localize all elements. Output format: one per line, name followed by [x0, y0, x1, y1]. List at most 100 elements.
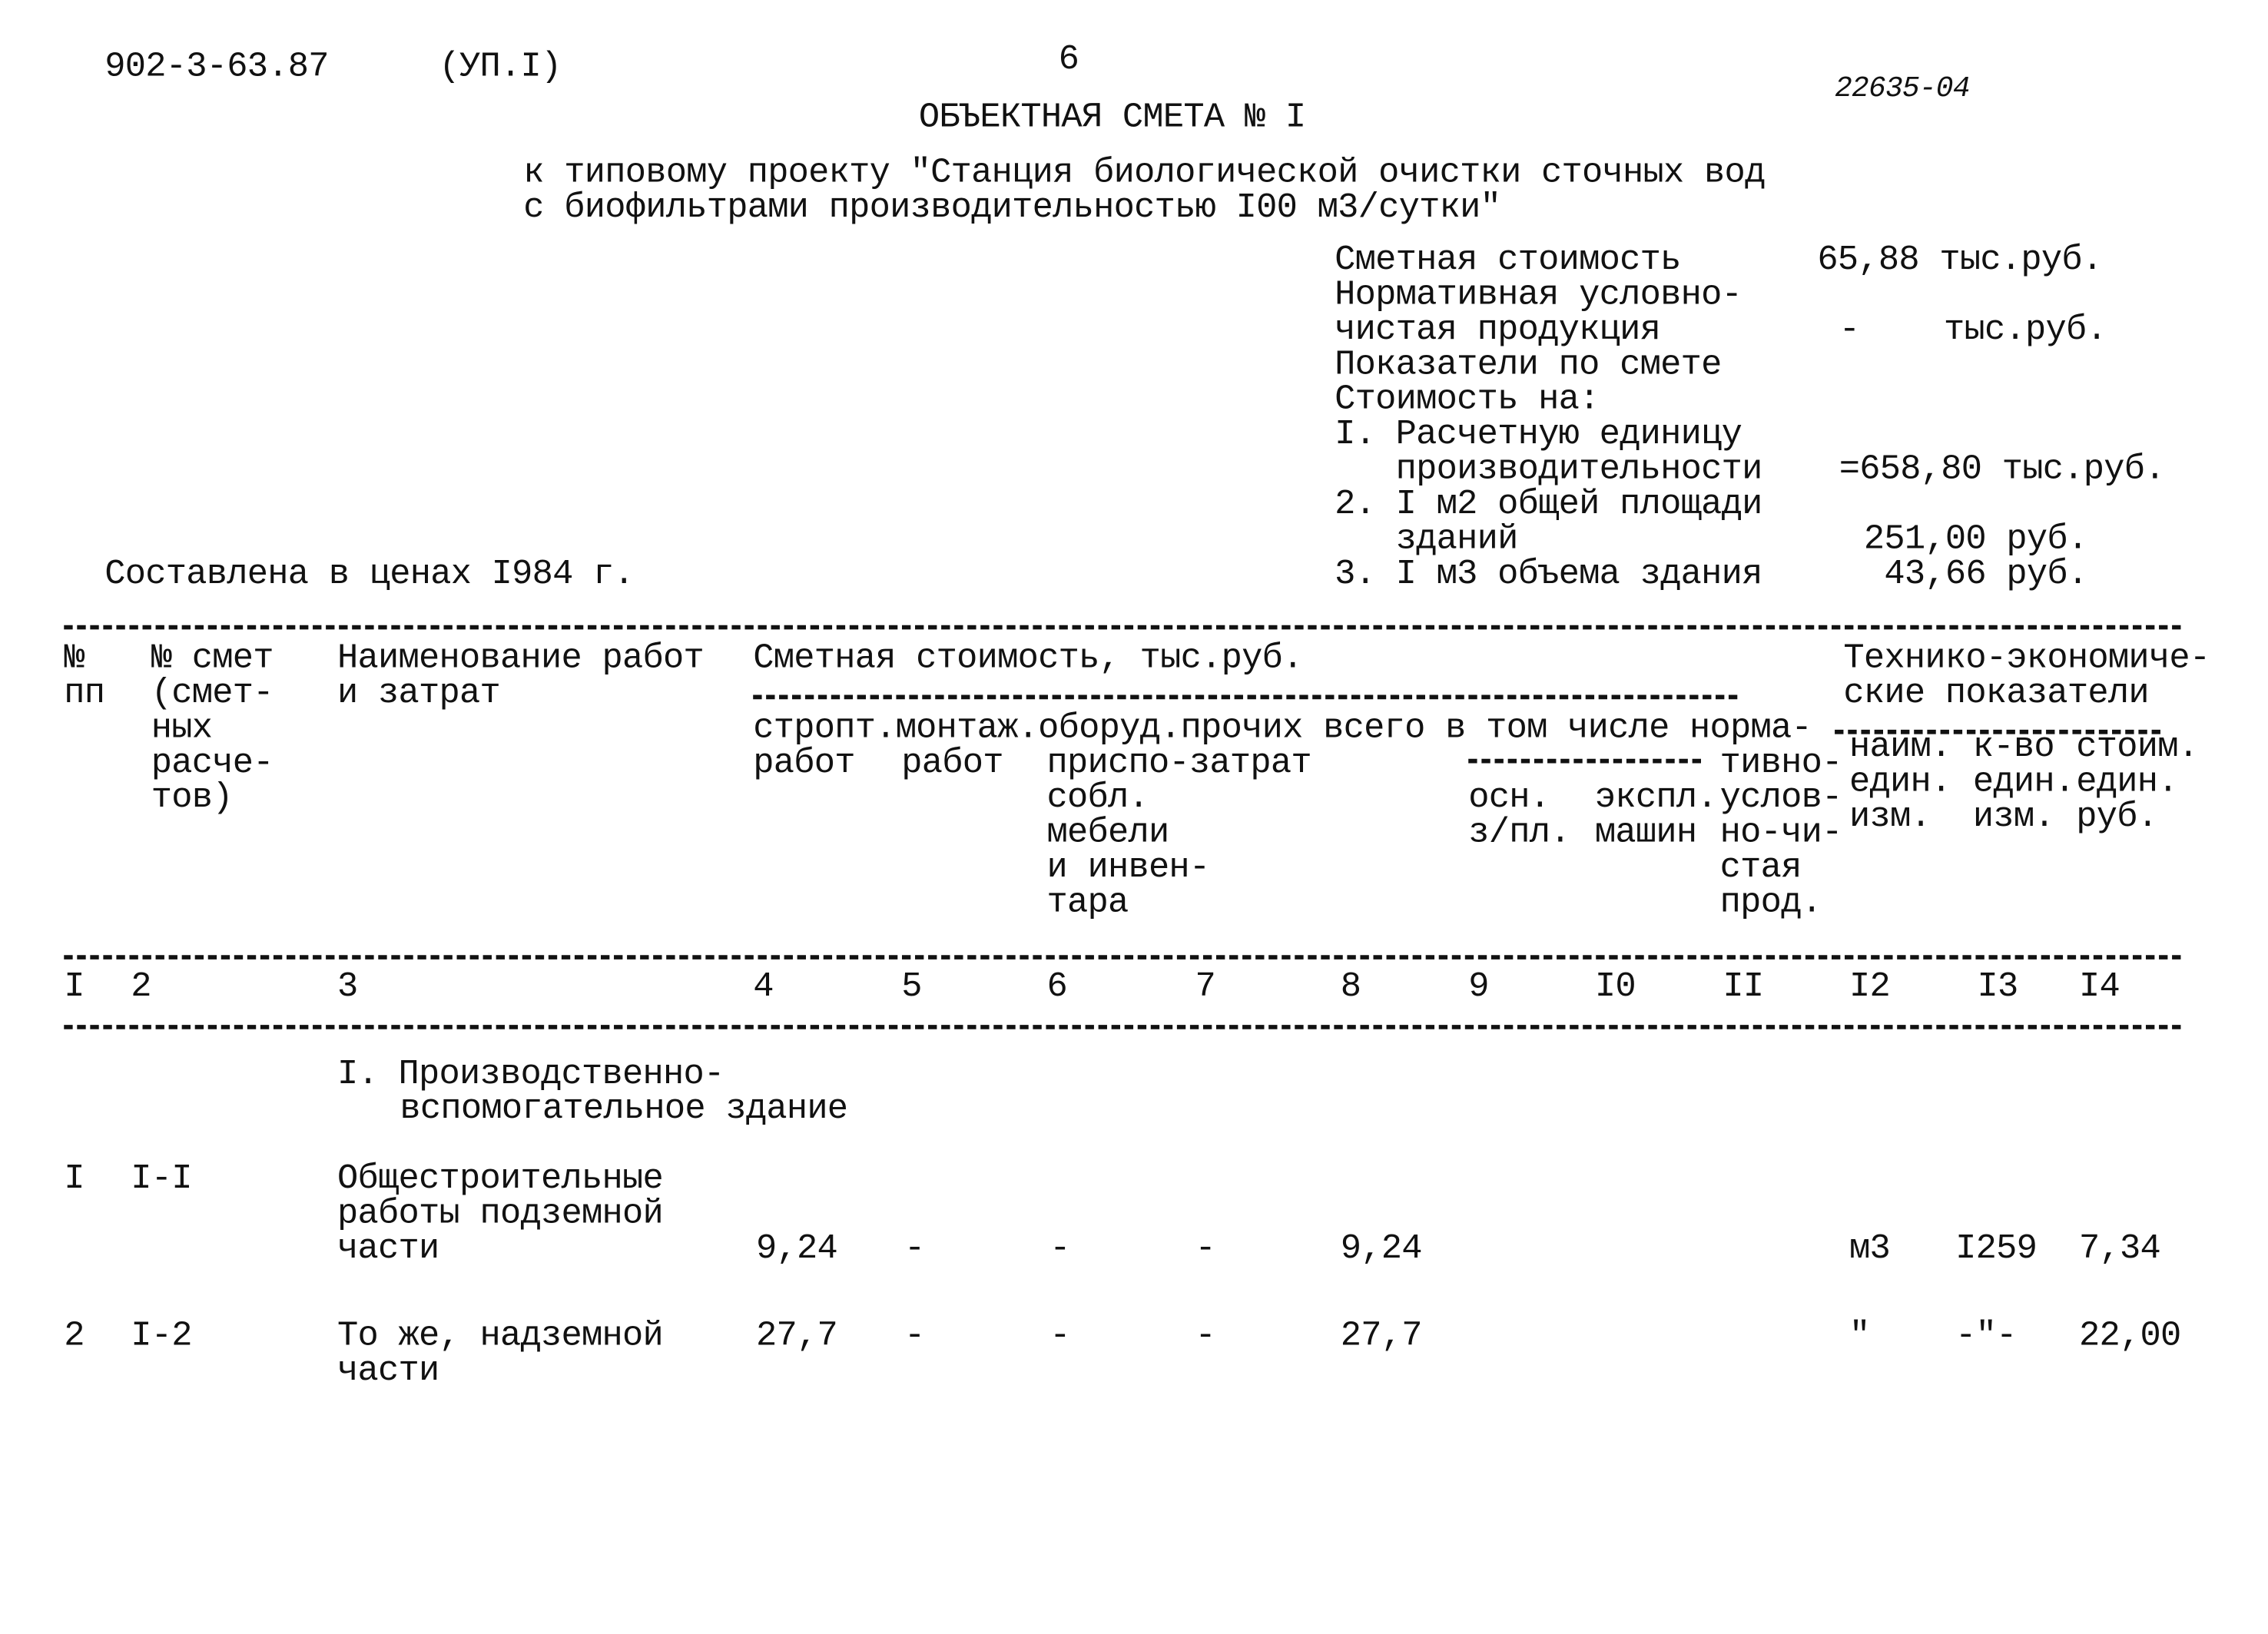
page-title: ОБЪЕКТНАЯ СМЕТА № I: [918, 98, 1306, 138]
header-tech: Технико-экономиче-: [1843, 639, 2210, 679]
column-number: 8: [1340, 968, 1361, 1008]
header-col11: услов-: [1719, 779, 1843, 819]
header-col11: стая: [1719, 849, 1802, 889]
header-name: Наименование работ: [337, 639, 705, 679]
stamp-number: 22635-04: [1835, 72, 1970, 107]
column-number: II: [1723, 968, 1764, 1008]
divider: [64, 1025, 2181, 1029]
subtitle: с биофильтрами производительностью I00 м…: [523, 188, 1501, 229]
column-number: 2: [131, 968, 151, 1008]
indicator-3-value: 43,66 руб.: [1884, 555, 2088, 595]
divider: [64, 955, 2181, 960]
header-col10: экспл.: [1594, 779, 1718, 819]
cell-c12: ": [1849, 1317, 1870, 1357]
column-number: 5: [901, 968, 922, 1008]
cost-value: 65,88 тыс.руб.: [1817, 241, 2103, 281]
header-subcolumns: стропт.монтаж.оборуд.прочих всего в том …: [753, 709, 1812, 749]
cell-est: I-2: [131, 1317, 192, 1357]
indicator-1-value: =658,80 тыс.руб.: [1839, 450, 2166, 490]
divider: [64, 625, 2181, 630]
header-num: пп: [64, 674, 105, 714]
header-col6: и инвен-: [1046, 849, 1210, 889]
cell-c8: 27,7: [1340, 1317, 1423, 1357]
column-number: 3: [337, 968, 358, 1008]
cell-c8: 9,24: [1340, 1229, 1423, 1269]
header-col12: един.: [1849, 763, 1951, 803]
column-number: I4: [2078, 968, 2120, 1008]
header-col12: наим.: [1849, 728, 1951, 768]
cell-c7: -: [1195, 1317, 1215, 1357]
cell-c6: -: [1049, 1317, 1070, 1357]
indicator-2: 2. I м2 общей площади: [1335, 486, 1762, 525]
cell-c5: -: [904, 1317, 925, 1357]
page-number: 6: [1058, 40, 1079, 81]
normative-value: -: [1839, 310, 1860, 351]
header-col9: з/пл.: [1468, 814, 1570, 853]
header-estimate: (смет-: [151, 674, 274, 714]
header-col13: един.: [1972, 763, 2075, 803]
header-col6: мебели: [1046, 814, 1169, 853]
indicator-2: зданий: [1335, 520, 1519, 560]
header-col6: собл.: [1046, 779, 1149, 819]
header-tech: ские показатели: [1843, 674, 2149, 714]
normative-label: чистая продукция: [1335, 310, 1661, 351]
normative-unit: тыс.руб.: [1944, 310, 2107, 351]
column-number: 7: [1195, 968, 1215, 1008]
header-col14: стоим.: [2076, 728, 2199, 768]
prices-note: Составлена в ценах I984 г.: [104, 555, 635, 595]
cell-c12: м3: [1849, 1229, 1891, 1269]
header-estimate: расче-: [151, 744, 274, 784]
column-number: I: [64, 968, 85, 1008]
header-num: №: [64, 639, 85, 679]
cell-est: I-I: [131, 1160, 192, 1200]
header-col11: прод.: [1719, 883, 1822, 923]
cell-name: работы подземной: [337, 1195, 664, 1235]
header-col14: руб.: [2076, 797, 2158, 837]
column-number: I2: [1849, 968, 1891, 1008]
header-col10: машин: [1594, 814, 1697, 853]
cost-label: Сметная стоимость: [1335, 241, 1681, 281]
column-number: 9: [1468, 968, 1489, 1008]
header-name: и затрат: [337, 674, 501, 714]
cell-name: Общестроительные: [337, 1160, 664, 1200]
cell-c5: -: [904, 1229, 925, 1269]
header-col11: но-чи-: [1719, 814, 1843, 853]
column-number: 6: [1046, 968, 1067, 1008]
header-col6: тара: [1046, 883, 1129, 923]
cost-per-label: Стоимость на:: [1335, 380, 1600, 420]
normative-label: Нормативная условно-: [1335, 276, 1742, 316]
cell-c14: 22,00: [2078, 1317, 2181, 1357]
divider: [1835, 729, 2160, 734]
indicators-label: Показатели по смете: [1335, 346, 1722, 386]
header-col13: изм.: [1972, 797, 2055, 837]
indicator-3: 3. I м3 объема здания: [1335, 555, 1762, 595]
cell-num: I: [64, 1160, 85, 1200]
header-estimate: ных: [151, 709, 213, 749]
header-estimate: тов): [151, 779, 234, 819]
cell-c13: I259: [1955, 1229, 2038, 1269]
cell-c6: -: [1049, 1229, 1070, 1269]
indicator-2-value: 251,00 руб.: [1863, 520, 2088, 560]
cell-c14: 7,34: [2078, 1229, 2161, 1269]
cell-c4: 9,24: [755, 1229, 838, 1269]
edition: (УП.I): [439, 48, 562, 88]
indicator-1: I. Расчетную единицу: [1335, 416, 1742, 456]
column-number: I0: [1594, 968, 1636, 1008]
cell-c13: -"-: [1955, 1317, 2017, 1357]
cell-num: 2: [64, 1317, 85, 1357]
document-code: 902-3-63.87: [104, 48, 329, 88]
section-title: I. Производственно-: [337, 1055, 724, 1095]
divider: [753, 694, 1738, 700]
header-col5: работ: [901, 744, 1003, 784]
cell-name: То же, надземной: [337, 1317, 664, 1357]
cell-c4: 27,7: [755, 1317, 838, 1357]
cell-name: части: [337, 1351, 439, 1391]
subtitle: к типовому проекту "Станция биологическо…: [523, 154, 1766, 194]
header-col9: осн.: [1468, 779, 1550, 819]
indicator-1: производительности: [1335, 450, 1763, 490]
cell-name: части: [337, 1229, 439, 1269]
header-col11: тивно-: [1719, 744, 1843, 784]
header-col6: приспо-затрат: [1046, 744, 1311, 784]
header-estimate: № смет: [151, 639, 274, 679]
